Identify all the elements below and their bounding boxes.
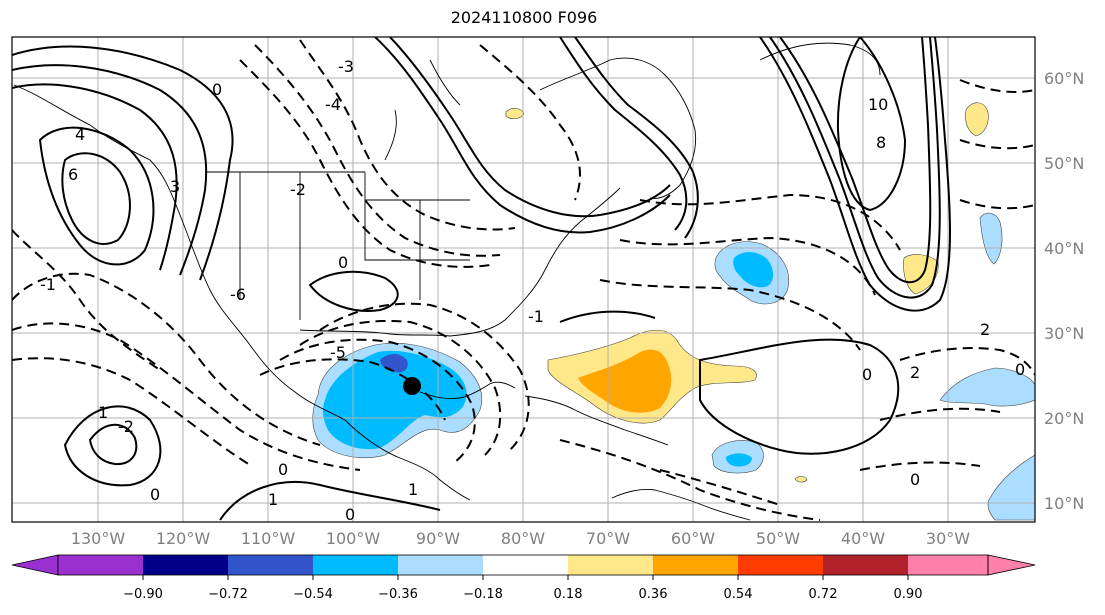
colorbar-tick: 0.54 [724,587,753,602]
negative-anomaly-south-core [726,453,752,467]
contour-label: -6 [230,285,246,304]
contour-label: -2 [118,417,134,436]
colorbar-segment [58,555,143,575]
contour-label: 0 [278,460,288,479]
lon-label: 100°W [326,529,381,548]
contour-label: 0 [338,253,348,272]
contour-label: 6 [68,165,78,184]
colorbar-segment [228,555,313,575]
colorbar-segment [908,555,988,575]
contour-label: 0 [910,470,920,489]
positive-anomaly-caribbean-core [578,349,672,413]
lat-label: 20°N [1044,409,1084,428]
positive-anomaly-north [965,102,989,137]
contour-label: 0 [1015,360,1025,379]
colorbar-tick: −0.18 [463,587,503,602]
contour-label: 0 [212,80,222,99]
negative-anomaly-east [939,367,1035,407]
map-content: 0 -3 -4 -2 -6 -1 -5 4 6 3 10 8 2 1 -1 -2… [12,37,1035,524]
contour-label: 0 [345,505,355,524]
contour-label: 2 [910,363,920,382]
negative-anomaly-northeast [979,212,1003,265]
lat-label: 10°N [1044,494,1084,513]
negative-anomaly-gulf-core [323,350,467,450]
colorbar-tick: 0.72 [809,587,838,602]
colorbar-extend-right [987,554,1036,576]
contour-label: -2 [290,180,306,199]
colorbar-tick: 0.90 [894,587,923,602]
colorbar-segment [568,555,653,575]
contour-labels: 0 -3 -4 -2 -6 -1 -5 4 6 3 10 8 2 1 -1 -2… [40,57,1025,524]
colorbar-segment [313,555,398,575]
contour-label: 8 [876,133,886,152]
contour-label: 1 [268,490,278,509]
lat-label: 30°N [1044,324,1084,343]
contour-label: -5 [330,343,346,362]
lon-label: 30°W [926,529,970,548]
contour-label: -3 [338,57,354,76]
coastlines [13,42,881,521]
contour-label: 0 [150,485,160,504]
colorbar-tick: −0.90 [123,587,163,602]
lon-label: 120°W [156,529,211,548]
colorbar-segment [738,555,823,575]
plot-title: 2024110800 F096 [450,8,598,27]
gridlines [12,37,1035,522]
colorbar-tick: −0.54 [293,587,333,602]
lon-label: 70°W [586,529,630,548]
colorbar-tick: 0.36 [639,587,668,602]
contour-lines [12,37,1035,521]
colorbar-segment [143,555,228,575]
lon-label: 40°W [841,529,885,548]
contour-label: 1 [408,480,418,499]
contour-label: 1 [98,403,108,422]
lon-label: 90°W [416,529,460,548]
colorbar-segment [653,555,738,575]
lat-label: 40°N [1044,239,1084,258]
lon-label: 60°W [671,529,715,548]
negative-anomaly-atlantic-core [733,252,774,288]
contour-label: 2 [980,320,990,339]
lon-label: 130°W [71,529,126,548]
longitude-labels: 130°W 120°W 110°W 100°W 90°W 80°W 70°W 6… [71,529,970,548]
negative-anomaly-southeast [987,454,1035,521]
colorbar-segment [398,555,483,575]
colorbar-tick: −0.72 [208,587,248,602]
storm-center-marker [403,377,421,395]
contour-label: 0 [862,365,872,384]
lat-label: 60°N [1044,69,1084,88]
colorbar-segment [823,555,908,575]
lon-label: 110°W [241,529,296,548]
lon-label: 80°W [501,529,545,548]
colorbar-tick: −0.36 [378,587,418,602]
colorbar-segment [483,555,568,575]
contour-label: -1 [528,307,544,326]
latitude-labels: 60°N 50°N 40°N 30°N 20°N 10°N [1044,69,1084,513]
contour-label: 10 [868,95,888,114]
colorbar-tick: 0.18 [554,587,583,602]
lon-label: 50°W [756,529,800,548]
contour-label: -1 [40,275,56,294]
contour-label: 4 [75,125,85,144]
shaded-anomalies [312,102,1035,521]
colorbar: −0.90 −0.72 −0.54 −0.36 −0.18 0.18 0.36 … [11,554,1036,602]
map-border [11,36,1036,523]
positive-anomaly-labrador [505,108,525,120]
positive-anomaly-small [794,476,808,483]
contour-label: -4 [325,95,341,114]
lat-label: 50°N [1044,154,1084,173]
colorbar-extend-left [11,554,59,576]
contour-label: 3 [170,177,180,196]
